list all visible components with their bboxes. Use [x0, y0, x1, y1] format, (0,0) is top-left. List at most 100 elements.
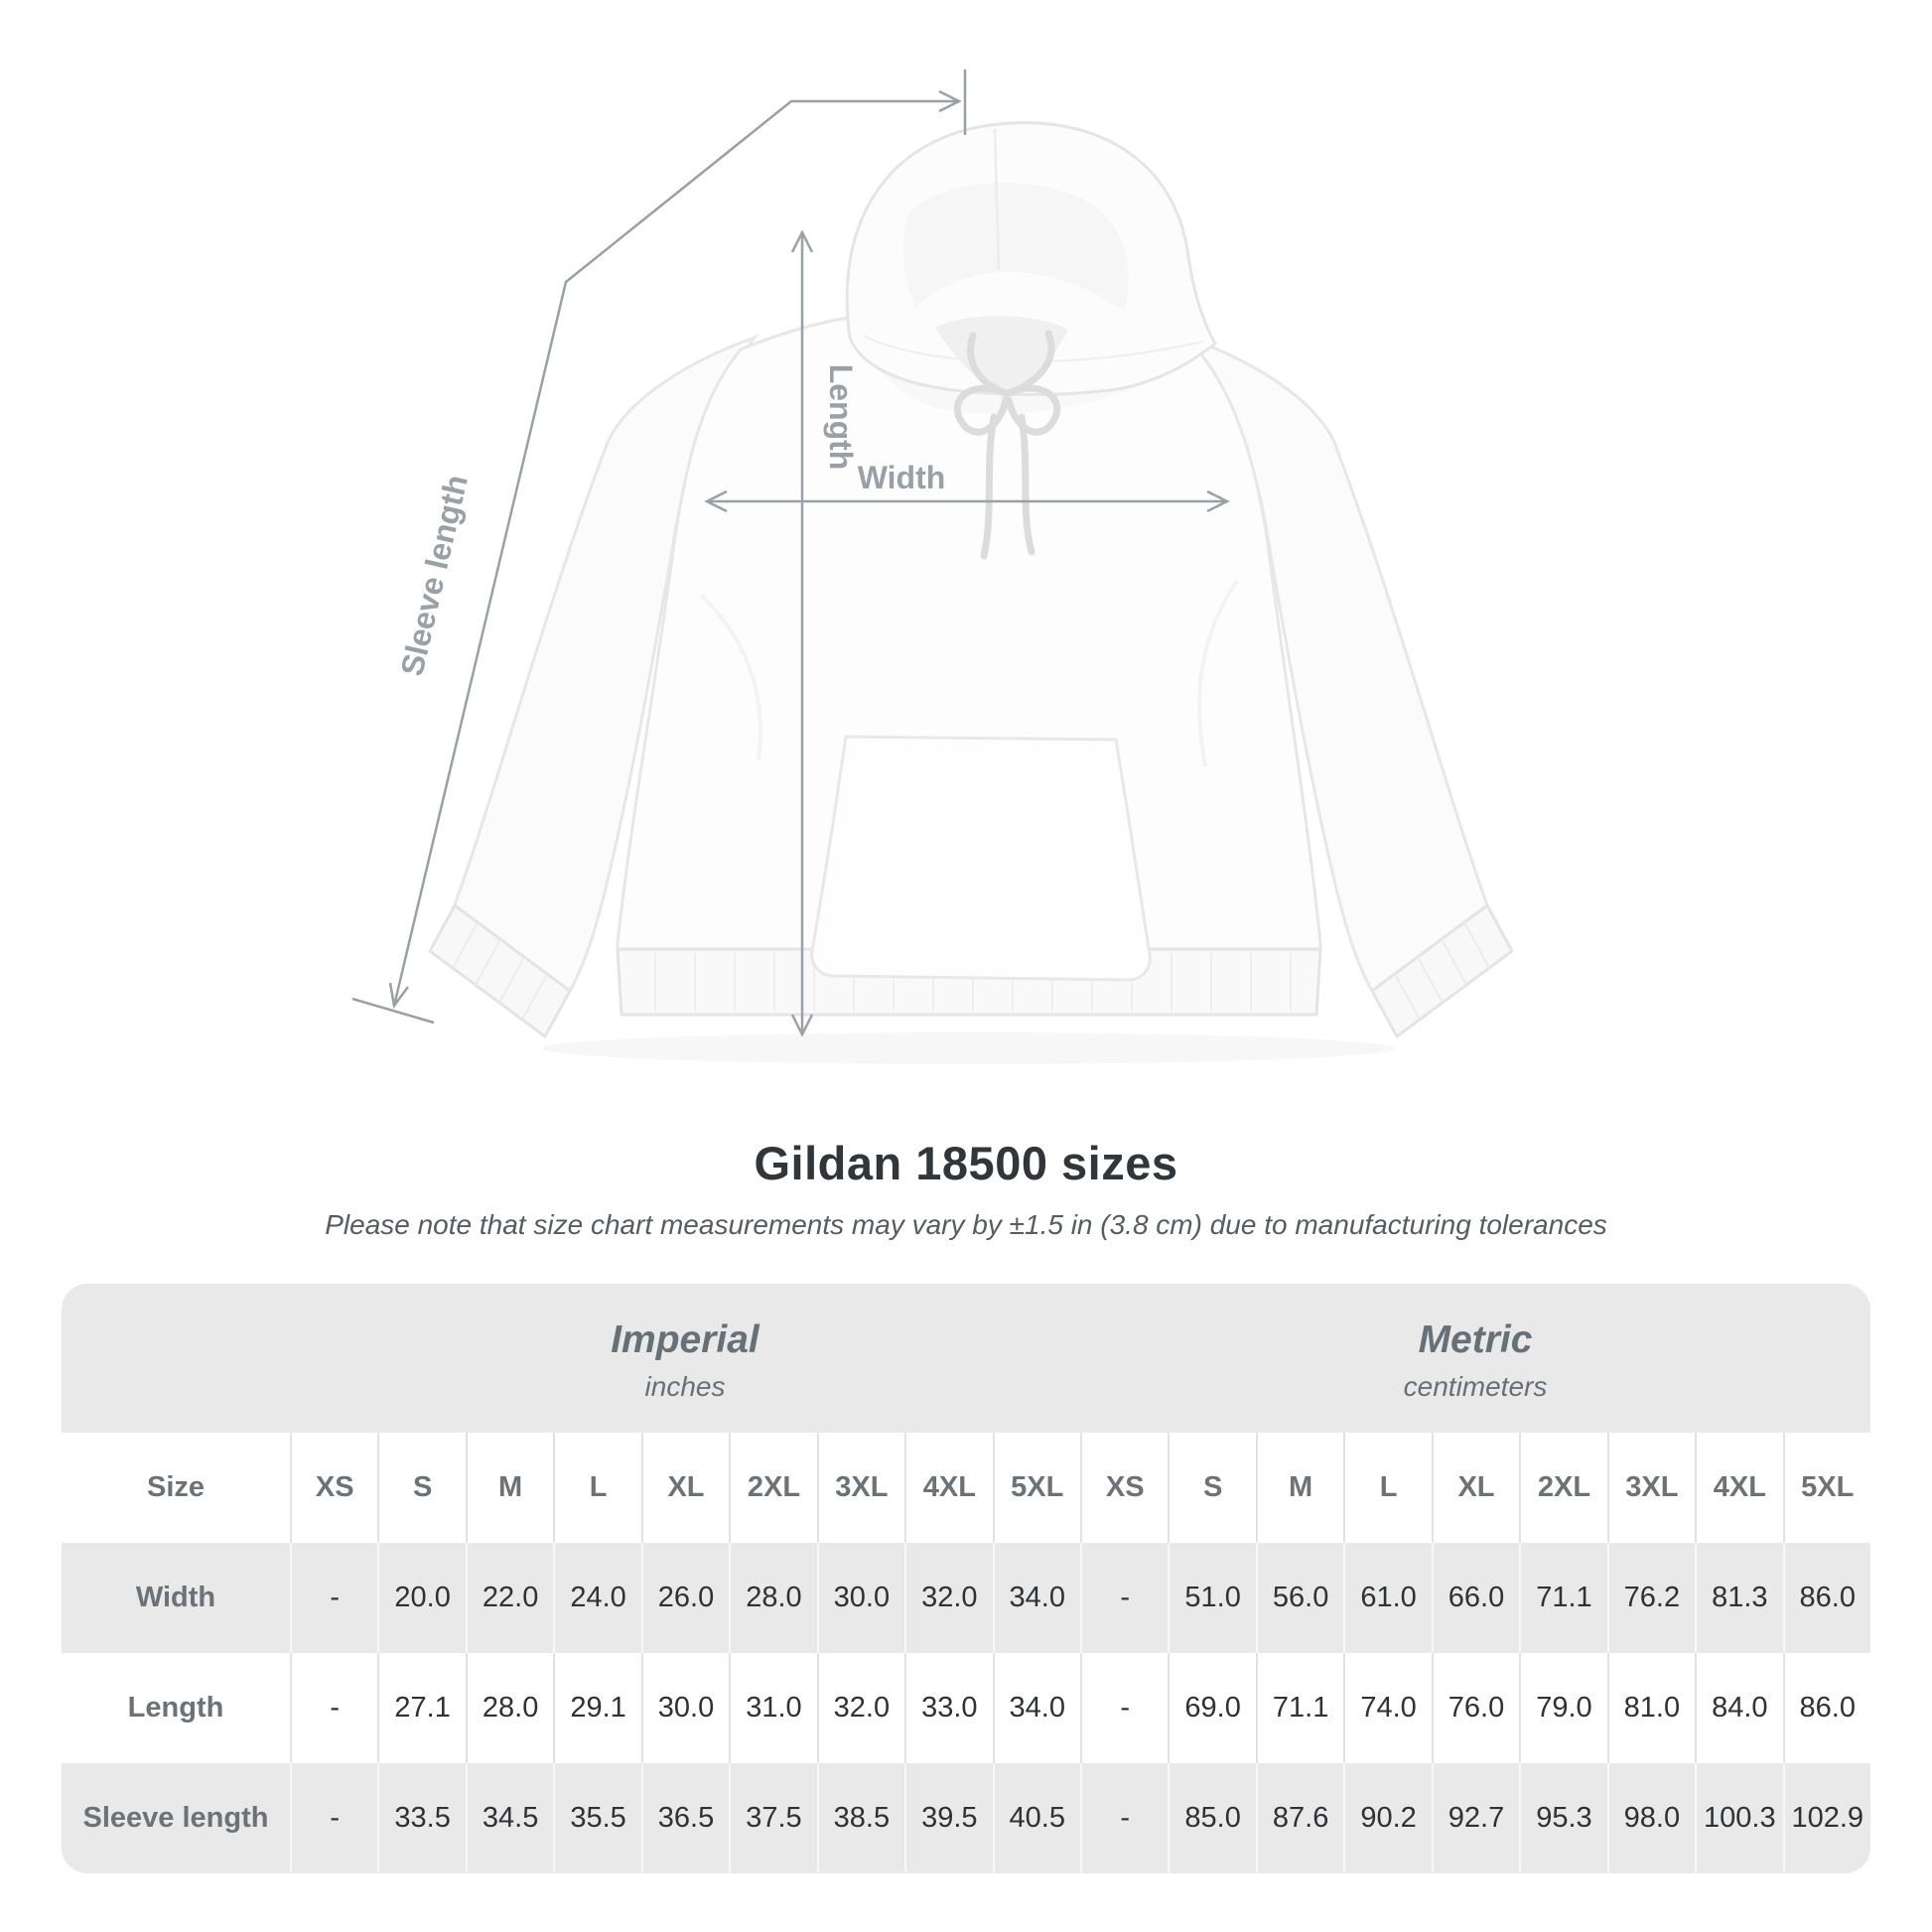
left-cuff — [428, 902, 572, 1039]
size-header: 3XL — [1606, 1433, 1695, 1543]
hood-interior — [902, 182, 1129, 312]
size-header: XL — [1431, 1433, 1519, 1543]
table-row-length: Length - 27.1 28.0 29.1 30.0 31.0 32.0 3… — [62, 1653, 1870, 1763]
length-arrow-top — [790, 229, 814, 253]
kangaroo-pocket — [810, 735, 1152, 982]
hood-seam — [993, 128, 1001, 271]
value-cell: - — [290, 1653, 377, 1763]
value-cell: 92.7 — [1431, 1763, 1519, 1873]
hoodie-figure: Length Width Sleeve length — [351, 69, 1514, 1064]
left-cuff-ribs — [452, 921, 548, 1021]
value-cell: - — [1079, 1653, 1168, 1763]
value-cell: 28.0 — [729, 1543, 816, 1653]
size-header: 4XL — [904, 1433, 992, 1543]
size-header: 2XL — [1519, 1433, 1606, 1543]
value-cell: - — [1079, 1763, 1168, 1873]
value-cell: 81.0 — [1606, 1653, 1695, 1763]
size-column-header: Size — [146, 1471, 206, 1503]
value-cell: 76.2 — [1606, 1543, 1695, 1653]
value-cell: 32.0 — [816, 1653, 904, 1763]
width-arrow-right — [1206, 489, 1230, 513]
value-cell: 29.1 — [553, 1653, 640, 1763]
size-header: S — [1168, 1433, 1255, 1543]
size-header: M — [1255, 1433, 1343, 1543]
value-cell: 27.1 — [377, 1653, 465, 1763]
size-header: 5XL — [992, 1433, 1080, 1543]
value-cell: 74.0 — [1343, 1653, 1431, 1763]
table-row-width: Width - 20.0 22.0 24.0 26.0 28.0 30.0 32… — [62, 1543, 1870, 1653]
value-cell: 34.0 — [992, 1543, 1080, 1653]
value-cell: 102.9 — [1782, 1763, 1870, 1873]
sleeve-length-tick-bottom — [351, 997, 435, 1025]
value-cell: 33.0 — [904, 1653, 992, 1763]
value-cell: 36.5 — [640, 1763, 729, 1873]
length-arrow-bottom — [790, 1014, 814, 1037]
value-cell: 95.3 — [1519, 1763, 1606, 1873]
value-cell: 30.0 — [816, 1543, 904, 1653]
right-cuff-ribs — [1394, 921, 1490, 1021]
hoodie-shadow — [541, 1033, 1395, 1064]
value-cell: 32.0 — [904, 1543, 992, 1653]
measurement-annotations — [351, 69, 1230, 1037]
imperial-unit: inches — [644, 1370, 726, 1402]
size-header: 2XL — [729, 1433, 816, 1543]
value-cell: 66.0 — [1431, 1543, 1519, 1653]
imperial-group-header: Imperial inches — [290, 1284, 1080, 1433]
value-cell: 22.0 — [465, 1543, 553, 1653]
page-title: Gildan 18500 sizes — [754, 1137, 1178, 1189]
size-header: 3XL — [816, 1433, 904, 1543]
value-cell: - — [290, 1763, 377, 1873]
value-cell: 81.3 — [1695, 1543, 1782, 1653]
hood-opening — [935, 316, 1068, 399]
title-block: Gildan 18500 sizes Please note that size… — [0, 1138, 1932, 1241]
table-row-sleeve-length: Sleeve length - 33.5 34.5 35.5 36.5 37.5… — [62, 1763, 1870, 1873]
row-label: Length — [127, 1692, 224, 1724]
tolerance-note: Please note that size chart measurements… — [325, 1208, 1607, 1240]
width-label: Width — [858, 460, 946, 495]
metric-group-header: Metric centimeters — [1080, 1284, 1870, 1433]
value-cell: 39.5 — [904, 1763, 992, 1873]
row-label: Sleeve length — [82, 1802, 269, 1834]
size-header: S — [377, 1433, 465, 1543]
value-cell: 31.0 — [729, 1653, 816, 1763]
value-cell: 26.0 — [640, 1543, 729, 1653]
value-cell: 24.0 — [553, 1543, 640, 1653]
value-cell: 20.0 — [377, 1543, 465, 1653]
value-cell: - — [290, 1543, 377, 1653]
metric-unit: centimeters — [1403, 1370, 1548, 1402]
size-header: L — [553, 1433, 640, 1543]
value-cell: 86.0 — [1782, 1653, 1870, 1763]
value-cell: 71.1 — [1255, 1653, 1343, 1763]
body-crease-right — [1197, 579, 1239, 767]
size-header: 4XL — [1695, 1433, 1782, 1543]
metric-label: Metric — [1418, 1317, 1533, 1361]
value-cell: 35.5 — [553, 1763, 640, 1873]
hoodie-illustration — [428, 121, 1514, 1064]
width-arrow-left — [704, 489, 728, 513]
value-cell: 28.0 — [465, 1653, 553, 1763]
row-label: Width — [135, 1582, 216, 1613]
value-cell: 98.0 — [1606, 1763, 1695, 1873]
drawstrings — [953, 330, 1061, 560]
value-cell: 40.5 — [992, 1763, 1080, 1873]
value-cell: 34.5 — [465, 1763, 553, 1873]
length-label: Length — [823, 364, 859, 471]
value-cell: 86.0 — [1782, 1543, 1870, 1653]
value-cell: 76.0 — [1431, 1653, 1519, 1763]
value-cell: - — [1079, 1543, 1168, 1653]
unit-header-band: Imperial inches Metric centimeters — [62, 1284, 1870, 1433]
value-cell: 51.0 — [1168, 1543, 1255, 1653]
hoodie-body — [616, 306, 1322, 951]
size-header: XS — [1079, 1433, 1168, 1543]
value-cell: 84.0 — [1695, 1653, 1782, 1763]
value-cell: 100.3 — [1695, 1763, 1782, 1873]
value-cell: 33.5 — [377, 1763, 465, 1873]
value-cell: 69.0 — [1168, 1653, 1255, 1763]
value-cell: 90.2 — [1343, 1763, 1431, 1873]
band-spacer — [62, 1284, 290, 1433]
value-cell: 79.0 — [1519, 1653, 1606, 1763]
value-cell: 34.0 — [992, 1653, 1080, 1763]
imperial-label: Imperial — [611, 1317, 759, 1361]
value-cell: 71.1 — [1519, 1543, 1606, 1653]
